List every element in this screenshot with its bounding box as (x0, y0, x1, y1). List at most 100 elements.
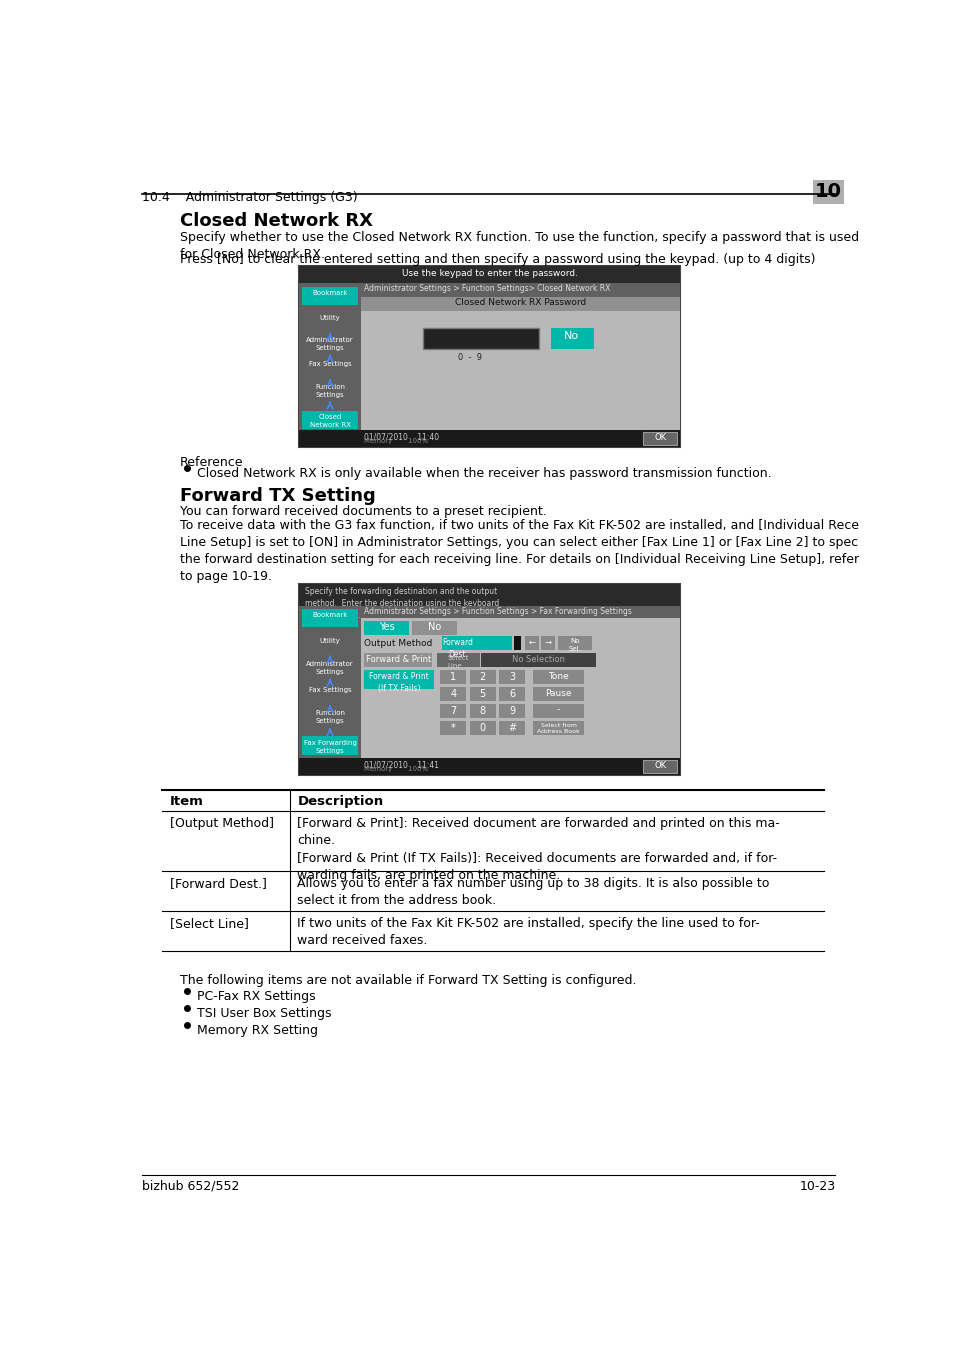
Text: Tone: Tone (548, 672, 568, 680)
Bar (439, 721, 466, 734)
Text: Specify the forwarding destination and the output
method.  Enter the destination: Specify the forwarding destination and t… (305, 587, 499, 620)
Text: OK: OK (654, 761, 665, 770)
Text: Administrator
Settings: Administrator Settings (306, 336, 354, 351)
Bar (812, 181, 843, 204)
Bar (558, 636, 592, 651)
Text: Closed
Network RX: Closed Network RX (309, 414, 350, 428)
Text: Administrator
Settings: Administrator Settings (306, 662, 354, 675)
Bar (533, 687, 583, 701)
Bar (436, 653, 479, 667)
Bar (302, 684, 357, 702)
Bar (360, 284, 679, 297)
Bar (498, 721, 525, 734)
Bar (364, 621, 409, 634)
Text: Administrator Settings > Function Settings > Fax Forwarding Settings: Administrator Settings > Function Settin… (364, 608, 631, 616)
Bar (469, 721, 496, 734)
Bar (298, 757, 679, 775)
Text: 4: 4 (450, 688, 456, 699)
Bar (540, 636, 555, 651)
Bar (302, 657, 357, 676)
Text: The following items are not available if Forward TX Setting is configured.: The following items are not available if… (179, 975, 636, 987)
Text: 5: 5 (479, 688, 485, 699)
Bar (298, 266, 679, 447)
Bar (498, 670, 525, 684)
Bar (533, 670, 583, 684)
Text: *: * (451, 722, 456, 733)
Text: Memory RX Setting: Memory RX Setting (196, 1023, 317, 1037)
Text: OK: OK (654, 433, 665, 441)
Bar (360, 606, 679, 775)
Bar (422, 328, 538, 350)
Text: Memory       100%: Memory 100% (364, 765, 428, 772)
Bar (513, 636, 521, 651)
Text: 0: 0 (479, 722, 485, 733)
Text: 7: 7 (450, 706, 456, 716)
Text: Select
Line: Select Line (447, 655, 469, 668)
Text: [Forward Dest.]: [Forward Dest.] (170, 878, 266, 891)
Bar (302, 312, 357, 331)
Bar (302, 609, 357, 628)
Text: Function
Settings: Function Settings (314, 383, 345, 398)
Text: Yes: Yes (378, 622, 395, 632)
Bar (360, 297, 679, 310)
Bar (525, 636, 538, 651)
Text: 2: 2 (479, 672, 485, 682)
Text: 10.4    Administrator Settings (G3): 10.4 Administrator Settings (G3) (142, 192, 357, 204)
Bar (533, 705, 583, 718)
Text: #: # (508, 722, 516, 733)
Text: Specify whether to use the Closed Network RX function. To use the function, spec: Specify whether to use the Closed Networ… (179, 231, 858, 262)
Text: →: → (544, 637, 551, 647)
Bar (302, 358, 357, 377)
Bar (302, 736, 357, 755)
Text: If two units of the Fax Kit FK-502 are installed, specify the line used to for-
: If two units of the Fax Kit FK-502 are i… (297, 917, 760, 948)
Bar (439, 687, 466, 701)
Text: Fax Settings: Fax Settings (309, 362, 351, 367)
Bar (298, 266, 679, 283)
Bar (442, 636, 512, 651)
Text: [Select Line]: [Select Line] (170, 918, 248, 930)
Text: Press [No] to clear the entered setting and then specify a password using the ke: Press [No] to clear the entered setting … (179, 252, 815, 266)
Text: Fax Forwarding
Settings: Fax Forwarding Settings (303, 740, 356, 753)
Text: Forward
Dest.: Forward Dest. (442, 637, 473, 659)
Bar (302, 286, 357, 305)
Bar (298, 585, 679, 775)
Text: Use the keypad to enter the password.: Use the keypad to enter the password. (401, 269, 578, 278)
Text: ←: ← (528, 637, 536, 647)
Text: Utility: Utility (319, 316, 340, 321)
Bar (439, 705, 466, 718)
Text: Select from
Address Book: Select from Address Book (537, 722, 579, 734)
Text: You can forward received documents to a preset recipient.: You can forward received documents to a … (179, 505, 546, 518)
Bar (360, 606, 679, 618)
Text: Item: Item (170, 795, 203, 807)
Bar (498, 687, 525, 701)
Text: Forward & Print: Forward & Print (365, 655, 431, 664)
Bar (364, 653, 432, 667)
Text: Forward TX Setting: Forward TX Setting (179, 487, 375, 505)
Bar (642, 432, 677, 444)
Text: [Output Method]: [Output Method] (170, 817, 274, 830)
Bar (298, 284, 360, 447)
Text: TSI User Box Settings: TSI User Box Settings (196, 1007, 331, 1019)
Text: 3: 3 (509, 672, 515, 682)
Text: Closed Network RX is only available when the receiver has password transmission : Closed Network RX is only available when… (196, 467, 771, 479)
Bar (298, 585, 679, 606)
Text: -: - (557, 706, 559, 714)
Bar (298, 429, 679, 447)
Bar (498, 705, 525, 718)
Text: 8: 8 (479, 706, 485, 716)
Bar (298, 606, 360, 775)
Text: bizhub 652/552: bizhub 652/552 (142, 1180, 239, 1193)
Bar (439, 670, 466, 684)
Text: Function
Settings: Function Settings (314, 710, 345, 724)
Text: 6: 6 (509, 688, 515, 699)
Text: Output Method: Output Method (364, 639, 432, 648)
Bar (469, 670, 496, 684)
Text: No Selection: No Selection (512, 655, 564, 664)
Text: Bookmark: Bookmark (312, 612, 348, 618)
Text: Allows you to enter a fax number using up to 38 digits. It is also possible to
s: Allows you to enter a fax number using u… (297, 876, 769, 907)
Text: Reference: Reference (179, 456, 243, 470)
Bar (302, 410, 357, 429)
Bar (469, 687, 496, 701)
Text: Description: Description (297, 795, 383, 807)
Bar (412, 621, 456, 634)
